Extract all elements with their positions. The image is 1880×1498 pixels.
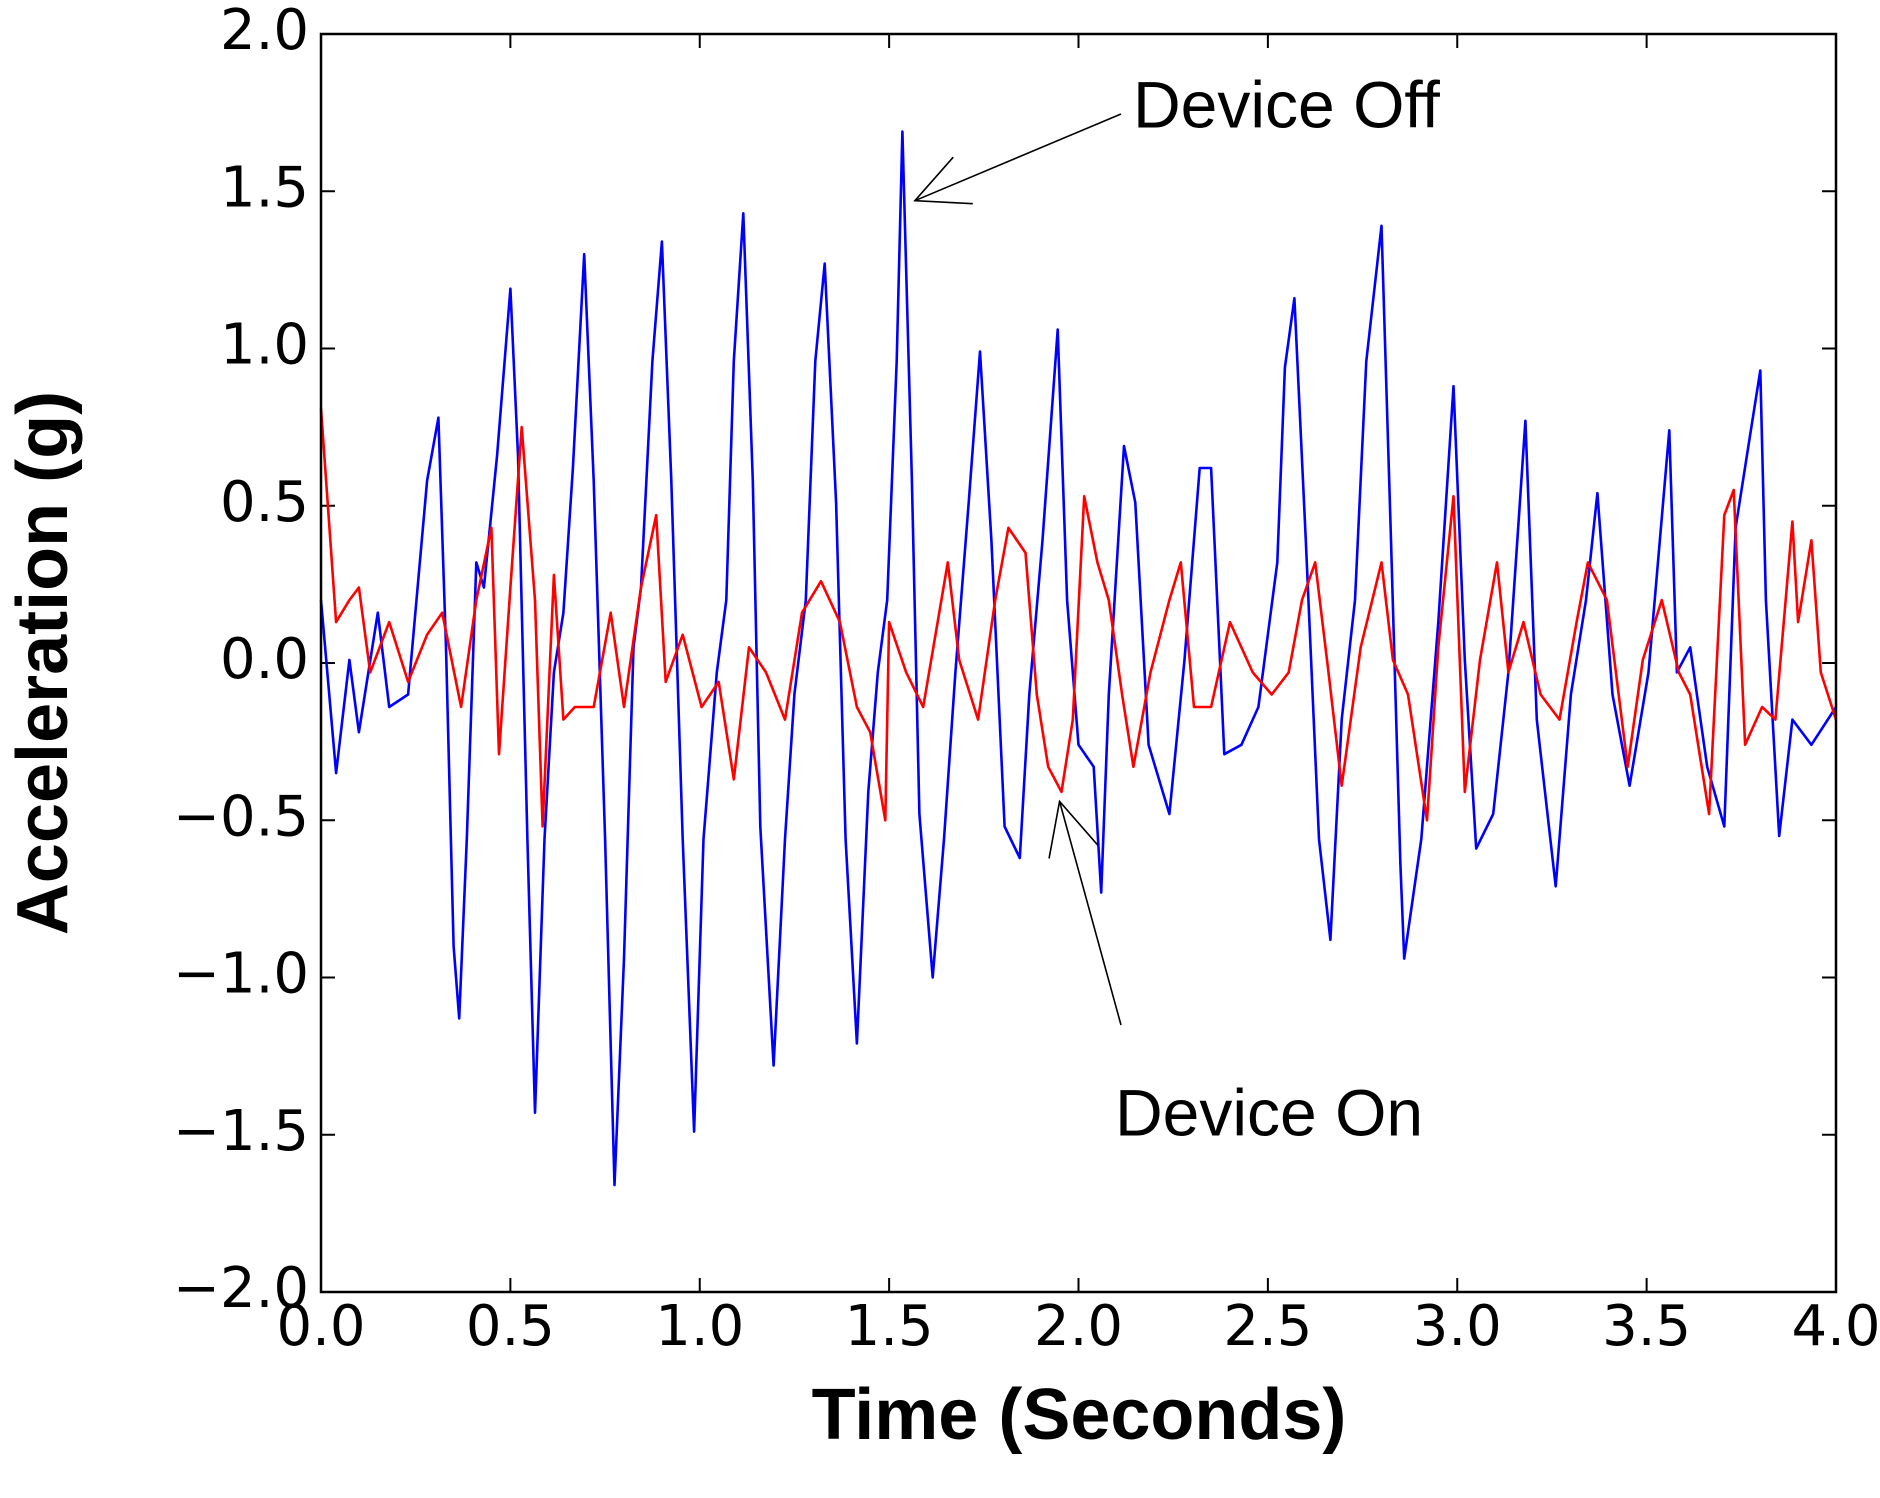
x-tick-label: 4.0 [1791,1294,1880,1359]
annotation-text: Device Off [1133,67,1441,141]
arrow-head [913,156,973,205]
plot-frame [319,32,1838,1294]
x-tick-label: 2.0 [1034,1294,1123,1359]
x-tick-label: 0.0 [276,1294,365,1359]
arrow-head [1048,799,1099,859]
x-tick-label: 3.5 [1602,1294,1691,1359]
y-tick-label: −1.5 [173,1099,309,1164]
x-tick-label: 2.5 [1223,1294,1312,1359]
annotation-arrow [1058,801,1122,1026]
y-axis-label: Acceleration (g) [3,391,83,935]
y-tick-label: 1.0 [220,313,309,378]
annotation-arrow [914,113,1122,202]
y-tick-label: 0.0 [220,627,309,692]
annotation-text: Device On [1115,1075,1423,1149]
series-line [319,408,1838,828]
y-tick-label: −1.0 [173,942,309,1007]
x-tick-label: 1.0 [655,1294,744,1359]
y-tick-label: 0.5 [220,470,309,535]
y-tick-label: 2.0 [220,0,309,63]
y-tick-label: −0.5 [173,784,309,849]
x-tick-label: 3.0 [1413,1294,1502,1359]
y-tick-label: 1.5 [220,155,309,220]
series-line [319,130,1838,1187]
x-tick-label: 0.5 [466,1294,555,1359]
x-axis-label: Time (Seconds) [812,1375,1347,1455]
x-tick-label: 1.5 [845,1294,934,1359]
y-tick-label: −2.0 [173,1256,309,1321]
